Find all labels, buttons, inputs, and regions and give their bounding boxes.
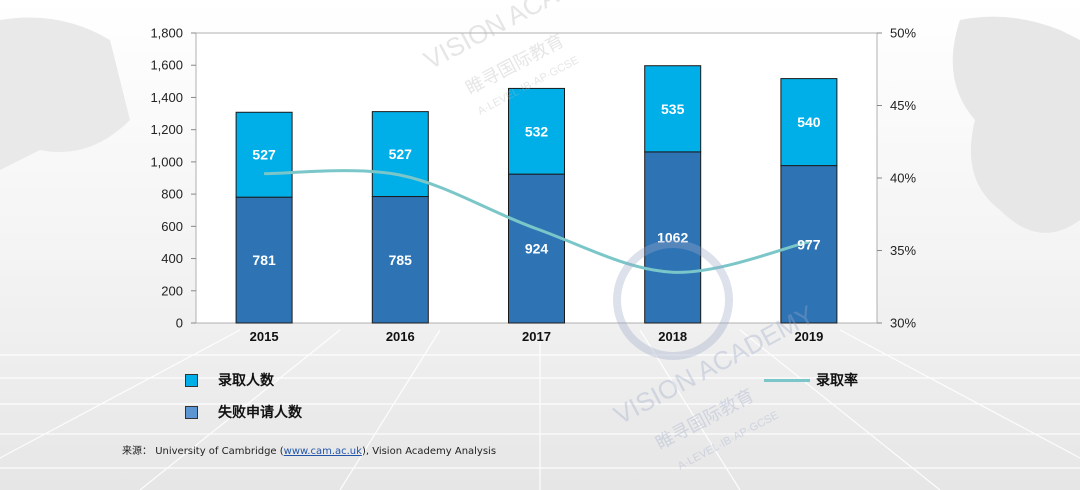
y-tick-label: 1,600 <box>150 58 183 73</box>
legend-item-rejected: 失败申请人数 <box>185 402 302 422</box>
y-tick-label: 1,000 <box>150 154 183 169</box>
legend-item-rate: 录取率 <box>764 370 858 390</box>
bar-rejected-2018 <box>644 151 702 324</box>
x-tick-label-2015: 2015 <box>250 329 279 344</box>
data-label-rejected-2019: 977 <box>797 236 821 252</box>
y2-tick-label: 30% <box>890 316 916 331</box>
rate-line <box>264 169 810 274</box>
legend-swatch-admitted <box>185 373 198 387</box>
bar-admitted-2019 <box>780 78 838 167</box>
y-tick-label: 400 <box>161 251 183 266</box>
legend-swatch-rejected <box>185 405 198 419</box>
legend-label-rate: 录取率 <box>816 373 858 389</box>
x-tick-label-2019: 2019 <box>794 329 823 344</box>
y-tick-label: 0 <box>176 316 183 331</box>
bar-admitted-2015 <box>235 111 293 198</box>
y-tick-label: 1,800 <box>150 26 183 41</box>
y-tick-label: 200 <box>161 283 183 298</box>
y-tick-label: 1,200 <box>150 122 183 137</box>
source-note: 来源： University of Cambridge (www.cam.ac.… <box>122 442 496 457</box>
y2-tick-label: 50% <box>890 26 916 41</box>
y-tick-label: 1,400 <box>150 90 183 105</box>
bar-rejected-2016 <box>371 196 429 324</box>
data-label-admitted-2019: 540 <box>797 114 821 130</box>
source-suffix: ), Vision Academy Analysis <box>361 446 497 457</box>
source-org: University of Cambridge ( <box>155 446 284 457</box>
y2-tick-label: 45% <box>890 98 916 113</box>
y-tick-label: 800 <box>161 187 183 202</box>
data-label-rejected-2016: 785 <box>389 252 413 268</box>
y2-tick-label: 35% <box>890 243 916 258</box>
bar-admitted-2018 <box>644 65 702 153</box>
source-link[interactable]: www.cam.ac.uk <box>283 446 362 457</box>
data-label-admitted-2015: 527 <box>252 147 276 163</box>
bar-admitted-2017 <box>508 87 565 175</box>
data-label-rejected-2015: 781 <box>252 252 276 268</box>
legend-swatch-rate <box>764 378 810 382</box>
bar-rejected-2017 <box>508 173 565 324</box>
data-label-admitted-2018: 535 <box>661 101 685 117</box>
x-tick-label-2016: 2016 <box>386 329 415 344</box>
legend-label-rejected: 失败申请人数 <box>218 405 302 421</box>
bar-admitted-2016 <box>371 111 429 198</box>
y2-tick-label: 40% <box>890 171 916 186</box>
bar-rejected-2019 <box>780 165 838 324</box>
x-tick-label-2017: 2017 <box>522 329 551 344</box>
data-label-rejected-2017: 924 <box>525 241 549 257</box>
legend-item-admitted: 录取人数 <box>185 370 274 390</box>
legend-label-admitted: 录取人数 <box>218 373 274 389</box>
source-prefix: 来源： <box>122 446 152 457</box>
y-tick-label: 600 <box>161 219 183 234</box>
x-tick-label-2018: 2018 <box>658 329 687 344</box>
data-label-admitted-2017: 532 <box>525 123 549 139</box>
data-label-rejected-2018: 1062 <box>657 229 688 245</box>
watermark-logo <box>613 240 733 360</box>
data-label-admitted-2016: 527 <box>389 146 413 162</box>
